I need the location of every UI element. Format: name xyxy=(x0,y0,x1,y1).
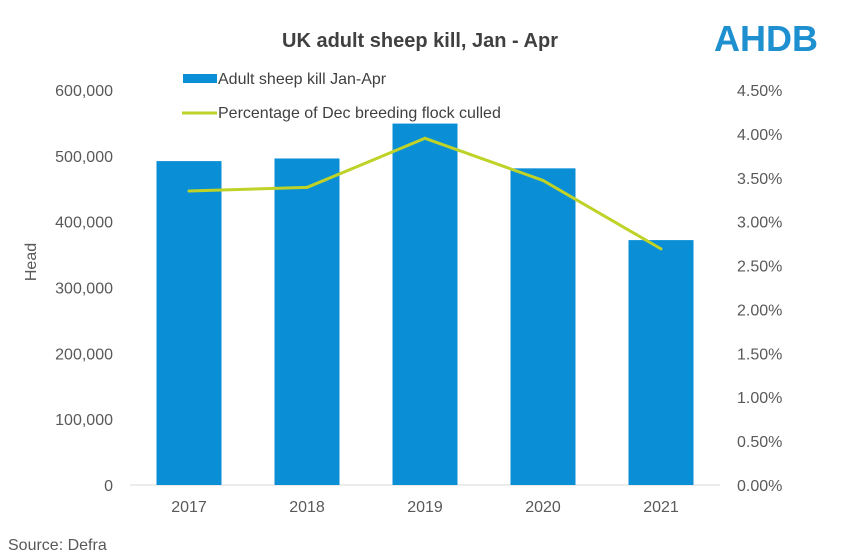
line-point-2018 xyxy=(305,185,309,189)
line-point-2019 xyxy=(423,136,427,140)
x-tick-label: 2018 xyxy=(289,499,325,516)
x-tick-label: 2019 xyxy=(407,499,443,516)
y2-tick-label: 3.00% xyxy=(737,215,782,232)
y2-tick-label: 0.00% xyxy=(737,478,782,495)
bar-series xyxy=(156,123,694,485)
bar-2019 xyxy=(392,123,458,485)
legend-bar-swatch xyxy=(183,74,217,83)
y2-tick-label: 4.50% xyxy=(737,83,782,100)
y-tick-label: 100,000 xyxy=(55,412,113,429)
left-axis-ticks: 0 100,000 200,000 300,000 400,000 500,000 600,… xyxy=(55,83,113,495)
y-axis-title: Head xyxy=(23,243,40,281)
y-tick-label: 400,000 xyxy=(55,215,113,232)
line-point-2021 xyxy=(659,247,663,251)
source-note: Source: Defra xyxy=(8,537,107,554)
ahdb-logo: AHDB xyxy=(714,18,818,59)
y2-tick-label: 0.50% xyxy=(737,434,782,451)
legend: Adult sheep kill Jan-Apr Percentage of D… xyxy=(182,71,501,122)
bar-2018 xyxy=(274,158,340,485)
line-point-2017 xyxy=(187,189,191,193)
y-tick-label: 0 xyxy=(104,478,113,495)
y-tick-label: 200,000 xyxy=(55,346,113,363)
x-axis-ticks: 2017 2018 2019 2020 2021 xyxy=(171,499,679,516)
bar-2017 xyxy=(156,161,222,485)
y2-tick-label: 4.00% xyxy=(737,127,782,144)
y2-tick-label: 3.50% xyxy=(737,171,782,188)
line-point-2020 xyxy=(541,178,545,182)
legend-bar-label: Adult sheep kill Jan-Apr xyxy=(218,71,387,88)
x-tick-label: 2021 xyxy=(643,499,679,516)
chart-title: UK adult sheep kill, Jan - Apr xyxy=(282,30,558,52)
legend-line-label: Percentage of Dec breeding flock culled xyxy=(218,105,501,122)
x-tick-label: 2020 xyxy=(525,499,561,516)
y2-tick-label: 1.00% xyxy=(737,390,782,407)
right-axis-ticks: 0.00% 0.50% 1.00% 1.50% 2.00% 2.50% 3.00% 3.50%… xyxy=(737,83,782,495)
y-tick-label: 300,000 xyxy=(55,281,113,298)
x-tick-label: 2017 xyxy=(171,499,207,516)
y-tick-label: 600,000 xyxy=(55,83,113,100)
y2-tick-label: 1.50% xyxy=(737,346,782,363)
y2-tick-label: 2.50% xyxy=(737,259,782,276)
line-series xyxy=(187,136,663,251)
y-tick-label: 500,000 xyxy=(55,149,113,166)
y2-tick-label: 2.00% xyxy=(737,302,782,319)
bar-2020 xyxy=(510,168,576,485)
bar-2021 xyxy=(628,240,694,485)
